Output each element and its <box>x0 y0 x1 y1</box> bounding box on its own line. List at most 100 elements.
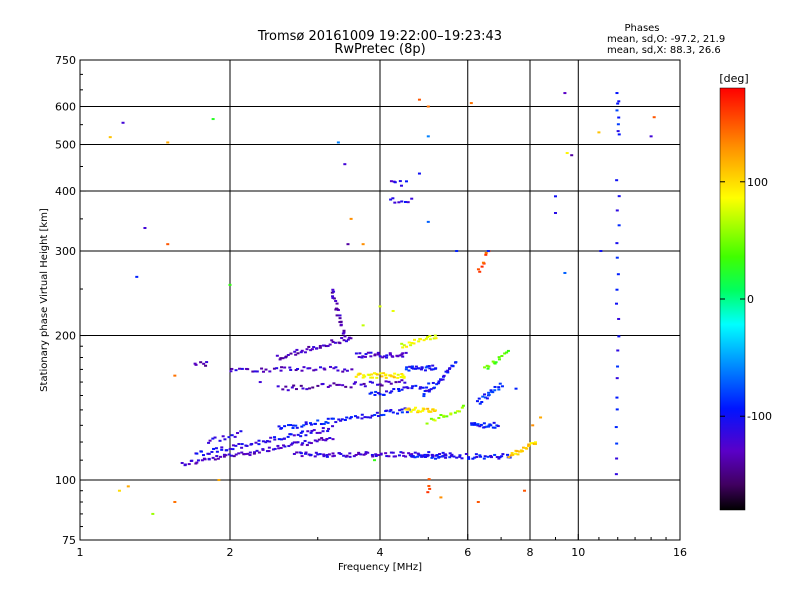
data-point <box>367 373 371 376</box>
data-point <box>321 427 325 430</box>
data-point <box>290 386 294 389</box>
data-point <box>389 374 393 377</box>
data-point <box>616 273 620 276</box>
data-point <box>616 349 620 352</box>
data-point <box>399 184 403 187</box>
data-point <box>313 422 317 425</box>
data-point <box>237 452 241 455</box>
data-point <box>486 250 490 253</box>
data-point <box>616 130 620 133</box>
data-point <box>435 383 439 386</box>
data-point <box>341 332 345 335</box>
data-point <box>506 453 510 456</box>
data-point <box>246 368 250 371</box>
data-point <box>286 354 290 357</box>
data-point <box>458 454 462 457</box>
data-point <box>354 375 358 378</box>
data-point <box>407 341 411 344</box>
data-point <box>218 455 222 458</box>
data-point <box>493 453 497 456</box>
data-point <box>412 338 416 341</box>
data-point <box>296 367 300 370</box>
data-point <box>328 384 332 387</box>
data-point <box>501 453 505 456</box>
data-point <box>380 384 384 387</box>
data-point <box>253 370 257 373</box>
data-point <box>196 459 200 462</box>
chart-subtitle: RwPretec (8p) <box>334 42 425 57</box>
data-point <box>299 351 303 354</box>
data-point <box>478 270 482 273</box>
data-point <box>312 346 316 349</box>
data-point <box>484 251 488 254</box>
data-point <box>292 452 296 455</box>
data-point <box>384 376 388 379</box>
data-point <box>411 367 415 370</box>
data-point <box>437 416 441 419</box>
data-point <box>286 435 290 438</box>
data-point <box>378 383 382 386</box>
data-point <box>283 366 287 369</box>
data-point <box>331 452 335 455</box>
data-point <box>257 439 261 442</box>
data-point <box>319 366 323 369</box>
data-point <box>309 423 313 426</box>
data-point <box>437 455 441 458</box>
data-point <box>389 451 393 454</box>
data-point <box>413 456 417 459</box>
data-point <box>385 356 389 359</box>
data-point <box>215 455 219 458</box>
data-point <box>349 217 353 220</box>
data-point <box>275 367 279 370</box>
data-point <box>331 295 335 298</box>
data-point <box>267 446 271 449</box>
data-point <box>257 451 261 454</box>
data-point <box>396 376 400 379</box>
data-point <box>260 367 264 370</box>
data-point <box>498 456 502 459</box>
data-point <box>316 419 320 422</box>
data-point <box>239 430 243 433</box>
data-point <box>321 382 325 385</box>
data-point <box>492 421 496 424</box>
data-point <box>417 367 421 370</box>
data-point <box>335 314 339 317</box>
data-point <box>507 456 511 459</box>
data-point <box>615 256 619 259</box>
data-point <box>361 376 365 379</box>
data-point <box>419 410 423 413</box>
data-point <box>121 121 125 124</box>
data-point <box>483 455 487 458</box>
data-point <box>326 344 330 347</box>
data-point <box>398 354 402 357</box>
data-point <box>282 444 286 447</box>
data-point <box>282 437 286 440</box>
data-point <box>313 455 317 458</box>
data-point <box>414 406 418 409</box>
data-point <box>446 371 450 374</box>
data-point <box>403 407 407 410</box>
data-point <box>273 438 277 441</box>
data-point <box>410 453 414 456</box>
data-point <box>529 442 533 445</box>
data-point <box>345 369 349 372</box>
data-point <box>338 314 342 317</box>
data-point <box>406 408 410 411</box>
data-point <box>483 366 487 369</box>
data-point <box>454 361 458 364</box>
data-point <box>432 386 436 389</box>
data-point <box>268 370 272 373</box>
data-point <box>337 383 341 386</box>
data-point <box>293 350 297 353</box>
data-point <box>411 385 415 388</box>
data-point <box>225 449 229 452</box>
data-point <box>455 456 459 459</box>
data-point <box>425 365 429 368</box>
data-point <box>494 361 498 364</box>
data-point <box>200 459 204 462</box>
data-point <box>382 372 386 375</box>
data-point <box>370 381 374 384</box>
data-point <box>614 426 618 429</box>
data-point <box>410 341 414 344</box>
data-point <box>373 393 377 396</box>
